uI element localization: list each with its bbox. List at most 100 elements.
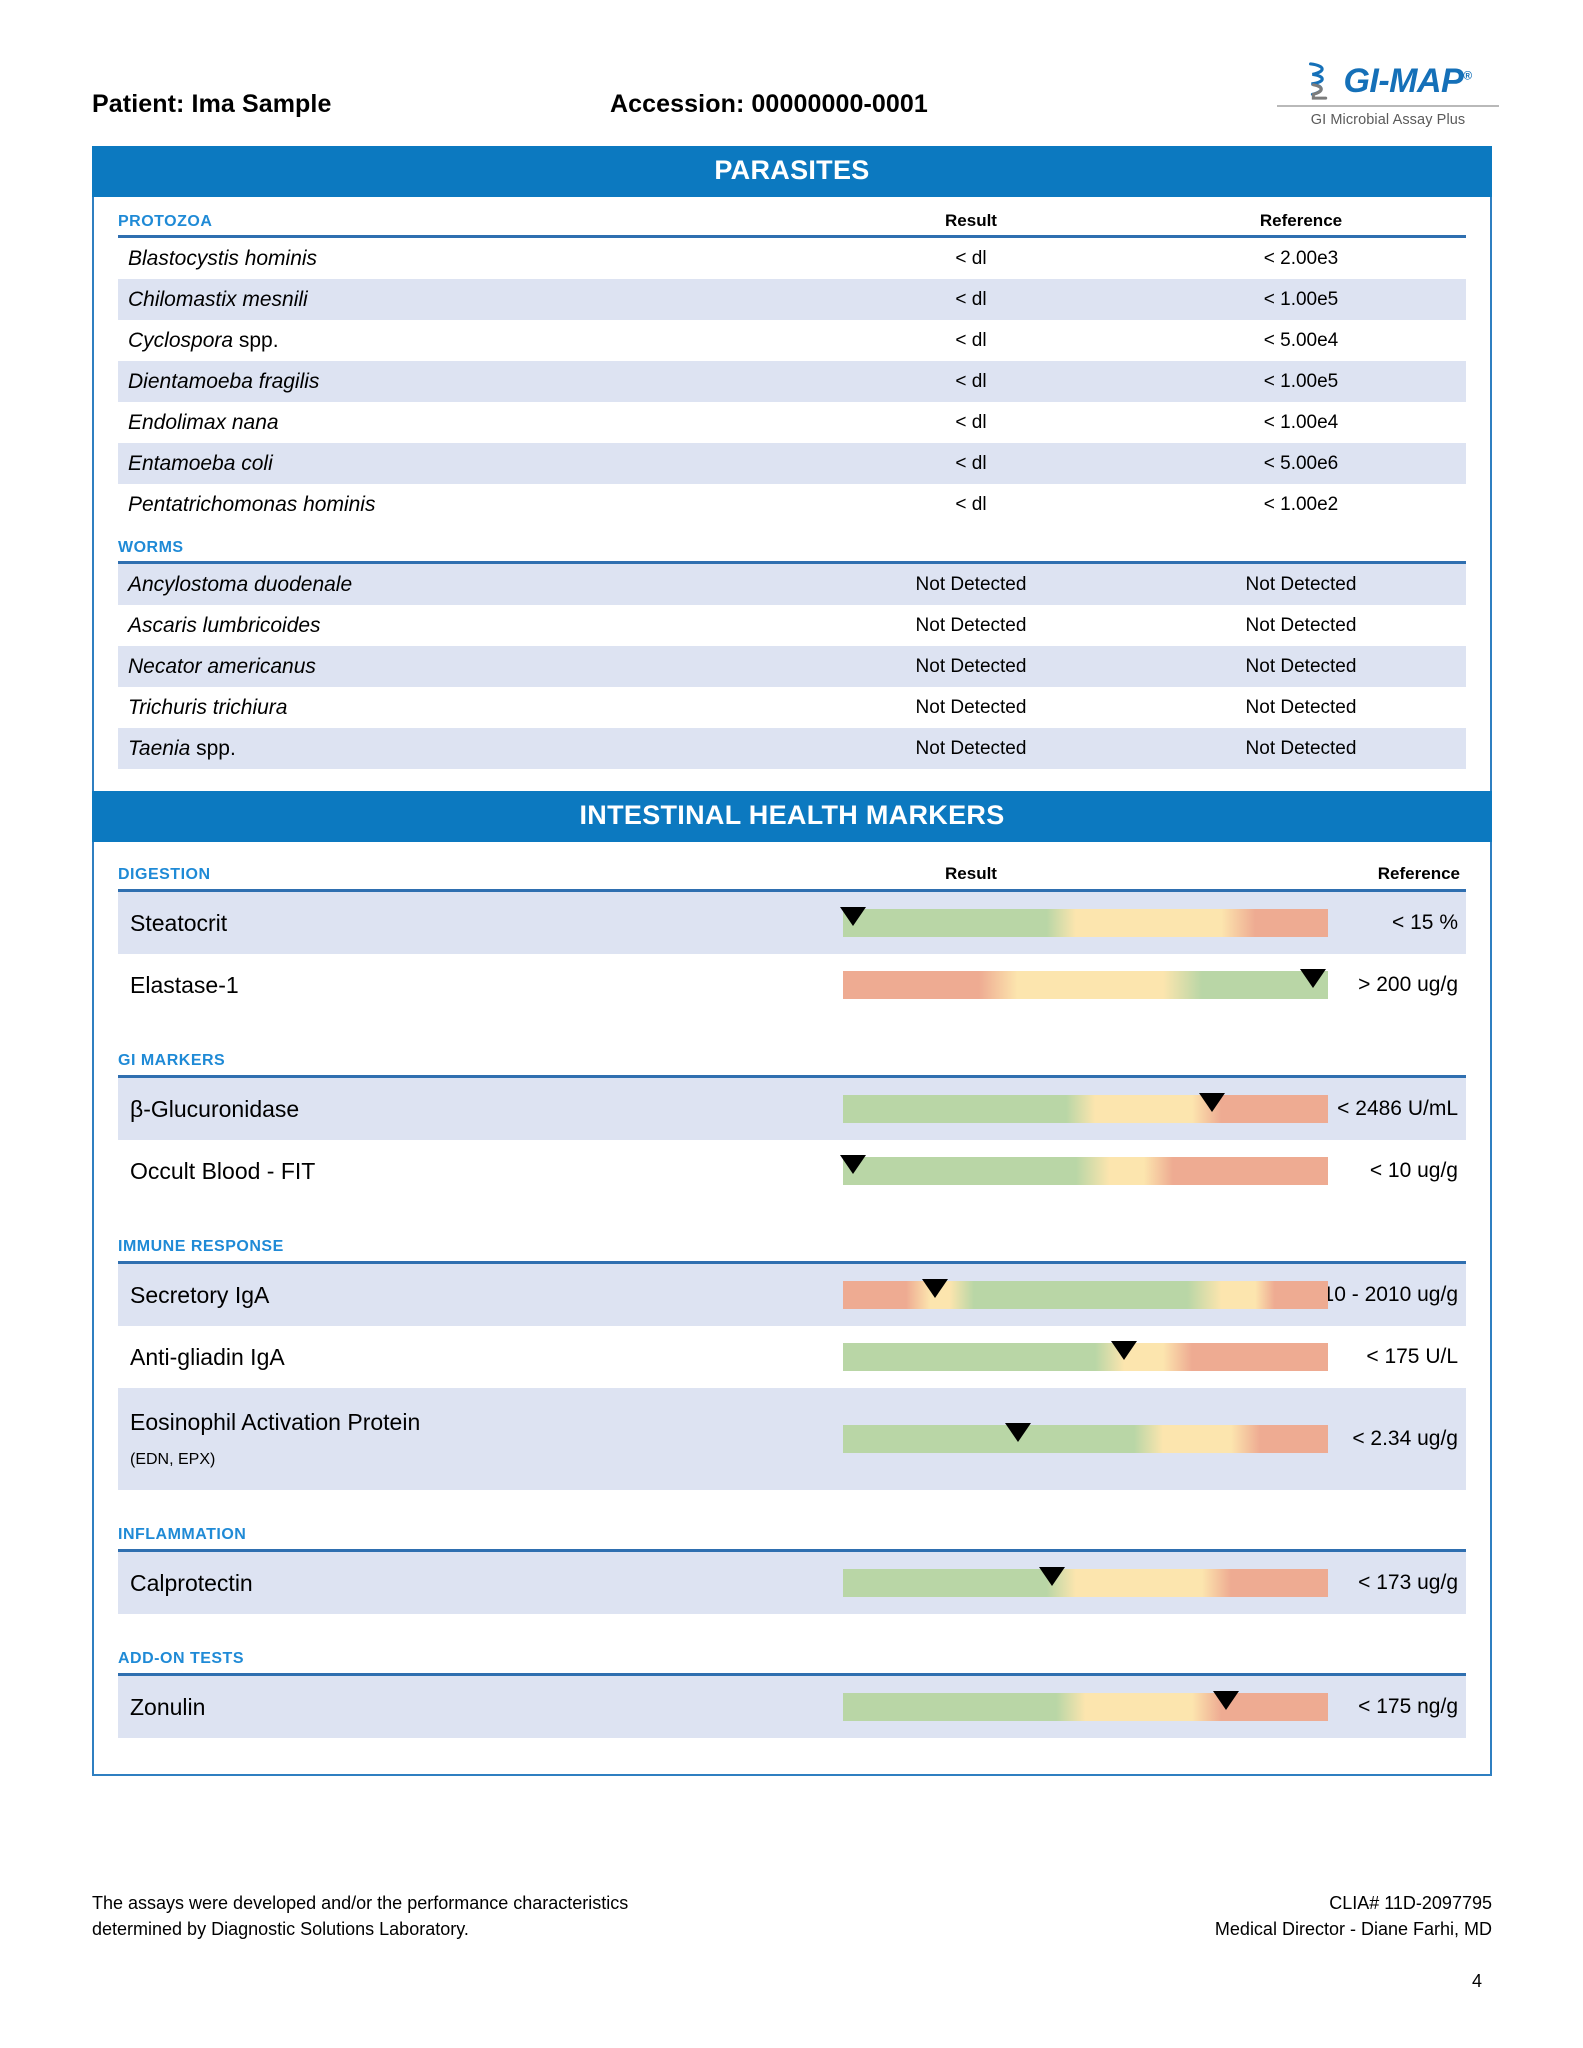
table-row: Taenia spp. Not Detected Not Detected — [118, 728, 1466, 769]
result-value: Not Detected — [915, 655, 1027, 677]
range-gradient — [843, 1281, 1328, 1309]
result-value: < dl — [955, 247, 987, 269]
organism-name: Necator americanus — [128, 654, 316, 678]
subsection-title: PROTOZOA — [118, 213, 213, 230]
table-row: Chilomastix mesnili < dl < 1.00e5 — [118, 279, 1466, 320]
marker-reference-range: > 200 ug/g — [1358, 973, 1458, 996]
result-value: < dl — [955, 370, 987, 392]
subsection-spacer — [118, 1016, 1466, 1030]
marker-range-bar — [843, 1093, 1328, 1123]
organism-name: Blastocystis hominis — [128, 246, 318, 270]
organism-name: Entamoeba coli — [128, 451, 273, 475]
marker-row: Zonulin177.0 H< 175 ng/g — [118, 1676, 1466, 1738]
subsection-title: ADD-ON TESTS — [118, 1650, 244, 1667]
reference-value: < 5.00e6 — [1263, 452, 1339, 474]
footer-disclaimer: The assays were developed and/or the per… — [92, 1890, 792, 1942]
subsection-title: IMMUNE RESPONSE — [118, 1238, 284, 1255]
marker-range-bar — [839, 1155, 1328, 1185]
subsection-header-worms: WORMS — [118, 525, 1466, 561]
result-marker-triangle-icon — [839, 1155, 866, 1174]
reference-value: Not Detected — [1245, 614, 1357, 636]
result-marker-triangle-icon — [1300, 969, 1327, 988]
marker-row: Steatocrit<dl< 15 % — [118, 892, 1466, 954]
marker-reference-range: < 10 ug/g — [1369, 1159, 1458, 1182]
organism-name: Dientamoeba fragilis — [128, 369, 320, 393]
organism-name: Pentatrichomonas hominis — [128, 492, 376, 516]
result-marker-triangle-icon — [839, 907, 866, 926]
logo-subtitle: GI Microbial Assay Plus — [1310, 112, 1466, 128]
marker-name: Elastase-1 — [130, 971, 239, 998]
subsection-title: GI MARKERS — [118, 1052, 226, 1069]
table-row: Blastocystis hominis < dl < 2.00e3 — [118, 238, 1466, 279]
table-row: Endolimax nana < dl < 1.00e4 — [118, 402, 1466, 443]
report-header: Patient: Ima Sample Accession: 00000000-… — [0, 0, 1583, 140]
reference-value: < 5.00e4 — [1263, 329, 1339, 351]
marker-range-bar — [843, 1341, 1328, 1371]
subsection-rule — [118, 561, 1466, 564]
result-value: < dl — [955, 452, 987, 474]
reference-value: Not Detected — [1245, 737, 1357, 759]
result-value: Not Detected — [915, 614, 1027, 636]
section-spacer — [94, 769, 1490, 791]
accession-number: Accession: 00000000-0001 — [610, 90, 928, 118]
organism-name: Endolimax nana — [128, 410, 279, 434]
marker-range-bar — [843, 1423, 1328, 1453]
reference-value: < 1.00e4 — [1263, 411, 1339, 433]
subsection-spacer — [118, 1614, 1466, 1628]
footer-lab-info: CLIA# 11D-2097795 Medical Director - Dia… — [872, 1890, 1492, 1942]
result-value: Not Detected — [915, 737, 1027, 759]
marker-row: β-Glucuronidase2584 H< 2486 U/mL — [118, 1078, 1466, 1140]
column-header-result: Result — [945, 211, 997, 230]
marker-name: Anti-gliadin IgA — [130, 1343, 285, 1370]
subsection-rule — [118, 1673, 1466, 1676]
result-value: Not Detected — [915, 573, 1027, 595]
marker-name: Calprotectin — [130, 1569, 253, 1596]
subsection-header-add-on-tests: ADD-ON TESTS — [118, 1628, 1466, 1673]
marker-name: Occult Blood - FIT — [130, 1157, 316, 1184]
marker-subtitle: (EDN, EPX) — [130, 1451, 216, 1469]
medical-director: Medical Director - Diane Farhi, MD — [1214, 1919, 1492, 1940]
column-header-result: Result — [945, 864, 997, 883]
table-row: Pentatrichomonas hominis < dl < 1.00e2 — [118, 484, 1466, 525]
result-marker-triangle-icon — [1004, 1423, 1031, 1442]
logo-divider — [1277, 105, 1499, 107]
disclaimer-line-1: The assays were developed and/or the per… — [92, 1893, 629, 1913]
column-header-reference: Reference — [1377, 864, 1460, 883]
marker-reference-range: < 175 U/L — [1366, 1345, 1458, 1368]
marker-row: Calprotectin116< 173 ug/g — [118, 1552, 1466, 1614]
marker-reference-range: < 2486 U/mL — [1337, 1097, 1458, 1120]
organism-name: Trichuris trichiura — [128, 695, 288, 719]
subsection-rule — [118, 1261, 1466, 1264]
subsection-header-inflammation: INFLAMMATION — [118, 1504, 1466, 1549]
disclaimer-line-2: determined by Diagnostic Solutions Labor… — [92, 1919, 469, 1940]
result-marker-triangle-icon — [1213, 1691, 1240, 1710]
page-number: 4 — [1471, 1971, 1482, 1991]
reference-value: Not Detected — [1245, 696, 1357, 718]
marker-name: β-Glucuronidase — [130, 1095, 300, 1122]
marker-row: Occult Blood - FIT0< 10 ug/g — [118, 1140, 1466, 1202]
result-marker-triangle-icon — [1111, 1341, 1138, 1360]
table-row: Necator americanus Not Detected Not Detect… — [118, 646, 1466, 687]
marker-row: Eosinophil Activation Protein(EDN, EPX)1… — [118, 1388, 1466, 1490]
organism-name: Ancylostoma duodenale — [128, 572, 353, 596]
range-gradient — [843, 971, 1328, 999]
result-value: Not Detected — [915, 696, 1027, 718]
subsection-spacer — [118, 1738, 1466, 1752]
subsection-rule — [118, 235, 1466, 238]
marker-range-bar — [843, 1279, 1328, 1309]
table-row: Dientamoeba fragilis < dl < 1.00e5 — [118, 361, 1466, 402]
section-banner-intestinal: INTESTINAL HEALTH MARKERS — [92, 791, 1492, 842]
result-value: < dl — [955, 288, 987, 310]
table-row: Ancylostoma duodenale Not Detected Not Det… — [118, 564, 1466, 605]
range-gradient — [843, 1095, 1328, 1123]
result-value: < dl — [955, 329, 987, 351]
range-gradient — [843, 1569, 1328, 1597]
result-value: < dl — [955, 493, 987, 515]
subsection-header-protozoa: PROTOZOA Result Reference — [118, 197, 1466, 235]
organism-suffix: spp. — [190, 736, 236, 760]
reference-value: < 2.00e3 — [1263, 247, 1339, 269]
marker-range-bar — [843, 1567, 1328, 1597]
organism-name: Chilomastix mesnili — [128, 287, 308, 311]
subsection-title: DIGESTION — [118, 866, 211, 883]
gimap-logo: GI-MAP® GI Microbial Assay Plus — [1263, 62, 1513, 128]
